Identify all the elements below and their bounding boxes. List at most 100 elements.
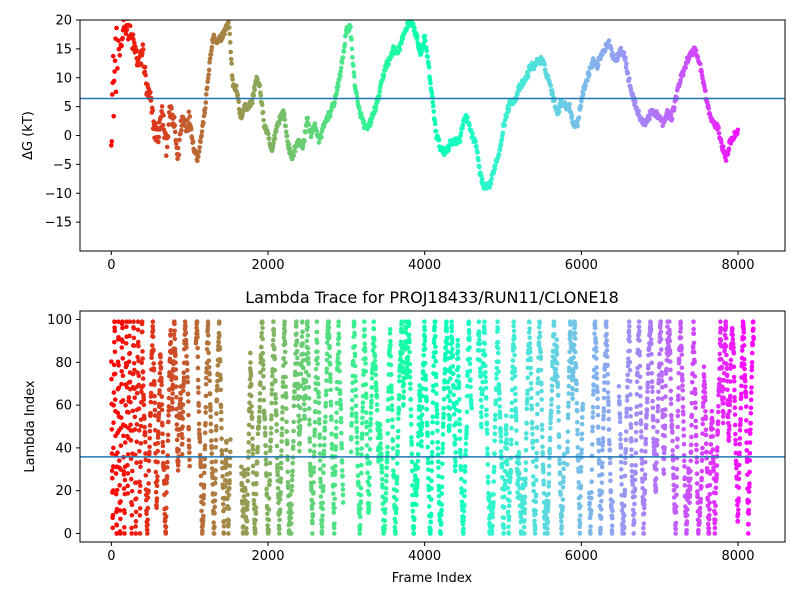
lambda-trace-point — [501, 526, 506, 531]
y-tick-label: 5 — [64, 100, 72, 115]
lambda-trace-point — [117, 458, 122, 463]
lambda-trace-point — [305, 333, 310, 338]
lambda-trace-point — [244, 526, 249, 531]
lambda-trace-point — [550, 384, 555, 389]
lambda-trace-point — [138, 441, 143, 446]
lambda-trace-point — [509, 438, 514, 443]
free-energy-point — [721, 144, 726, 149]
lambda-trace-point — [674, 521, 679, 526]
lambda-trace-point — [539, 368, 544, 373]
lambda-trace-point — [187, 457, 192, 462]
lambda-trace-point — [136, 319, 141, 324]
lambda-trace-point — [290, 478, 295, 483]
lambda-trace-point — [524, 436, 529, 441]
lambda-trace-point — [259, 345, 264, 350]
lambda-trace-point — [279, 466, 284, 471]
lambda-trace-point — [548, 426, 553, 431]
free-energy-point — [111, 114, 116, 119]
lambda-trace-point — [187, 464, 192, 469]
lambda-trace-point — [337, 361, 342, 366]
lambda-trace-point — [274, 412, 279, 417]
lambda-trace-point — [704, 450, 709, 455]
lambda-trace-point — [140, 329, 145, 334]
lambda-trace-point — [384, 473, 389, 478]
lambda-trace-point — [216, 363, 221, 368]
free-energy-point — [227, 32, 232, 37]
lambda-trace-point — [462, 494, 467, 499]
lambda-trace-point — [324, 378, 329, 383]
lambda-trace-point — [288, 492, 293, 497]
lambda-trace-point — [496, 351, 501, 356]
lambda-trace-point — [546, 492, 551, 497]
lambda-trace-point — [318, 458, 323, 463]
lambda-trace-point — [383, 518, 388, 523]
lambda-trace-point — [638, 364, 643, 369]
lambda-trace-point — [477, 337, 482, 342]
lambda-trace-point — [671, 458, 676, 463]
lambda-trace-point — [390, 408, 395, 413]
lambda-trace-point — [499, 434, 504, 439]
free-energy-point — [550, 91, 555, 96]
lambda-trace-point — [272, 332, 277, 337]
lambda-trace-point — [680, 388, 685, 393]
lambda-trace-point — [659, 330, 664, 335]
lambda-trace-point — [331, 491, 336, 496]
lambda-trace-point — [282, 319, 287, 324]
lambda-trace-point — [578, 494, 583, 499]
lambda-trace-point — [595, 405, 600, 410]
lambda-trace-point — [557, 461, 562, 466]
lambda-trace-point — [421, 369, 426, 374]
lambda-trace-point — [513, 398, 518, 403]
lambda-trace-point — [446, 386, 451, 391]
lambda-trace-point — [250, 436, 255, 441]
lambda-trace-point — [336, 342, 341, 347]
lambda-trace-point — [322, 452, 327, 457]
lambda-trace-point — [619, 467, 624, 472]
free-energy-point — [627, 76, 632, 81]
lambda-trace-point — [396, 429, 401, 434]
lambda-trace-point — [341, 487, 346, 492]
lambda-trace-point — [462, 479, 467, 484]
lambda-trace-point — [114, 492, 119, 497]
free-energy-point — [197, 145, 202, 150]
lambda-trace-point — [291, 439, 296, 444]
lambda-trace-point — [124, 341, 129, 346]
lambda-trace-point — [602, 396, 607, 401]
lambda-trace-point — [637, 338, 642, 343]
lambda-trace-point — [373, 365, 378, 370]
lambda-trace-point — [485, 446, 490, 451]
lambda-trace-point — [350, 398, 355, 403]
lambda-trace-point — [363, 349, 368, 354]
lambda-trace-point — [363, 356, 368, 361]
lambda-trace-point — [497, 397, 502, 402]
lambda-trace-point — [645, 396, 650, 401]
free-energy-point — [156, 140, 161, 145]
lambda-trace-point — [393, 520, 398, 525]
lambda-trace-point — [138, 513, 143, 518]
free-energy-point — [405, 26, 410, 31]
lambda-trace-point — [434, 402, 439, 407]
lambda-trace-point — [168, 328, 173, 333]
lambda-trace-point — [591, 392, 596, 397]
free-energy-point — [234, 83, 239, 88]
lambda-trace-point — [641, 531, 646, 536]
lambda-trace-point — [546, 499, 551, 504]
lambda-trace-point — [676, 393, 681, 398]
lambda-trace-point — [187, 445, 192, 450]
lambda-trace-point — [181, 389, 186, 394]
lambda-trace-point — [513, 374, 518, 379]
lambda-trace-point — [644, 437, 649, 442]
lambda-trace-point — [165, 460, 170, 465]
free-energy-point — [386, 62, 391, 67]
lambda-trace-point — [126, 410, 131, 415]
lambda-trace-point — [492, 465, 497, 470]
lambda-trace-point — [212, 511, 217, 516]
free-energy-point — [207, 68, 212, 73]
lambda-trace-point — [643, 442, 648, 447]
lambda-trace-point — [694, 425, 699, 430]
lambda-trace-point — [251, 447, 256, 452]
lambda-trace-point — [483, 352, 488, 357]
lambda-trace-point — [588, 531, 593, 536]
lambda-trace-point — [606, 402, 611, 407]
lambda-trace-point — [393, 531, 398, 536]
